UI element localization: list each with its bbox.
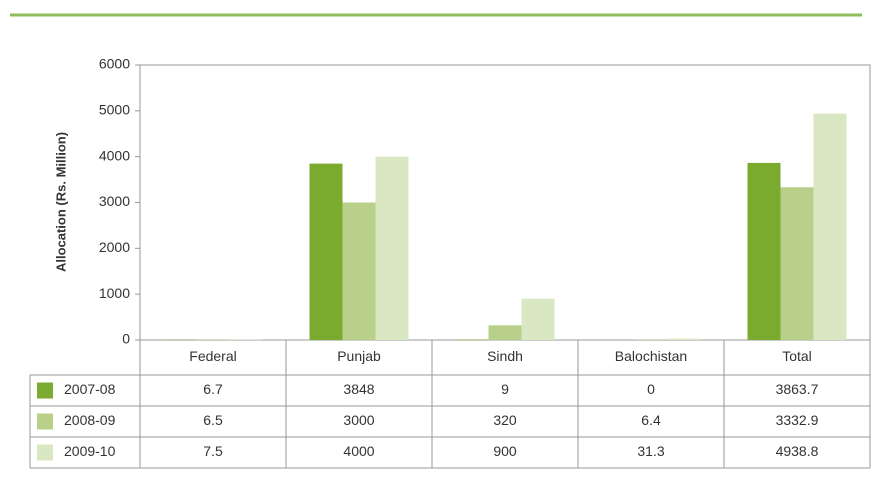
category-label: Punjab	[337, 348, 381, 364]
category-label: Total	[782, 348, 812, 364]
y-tick-label: 0	[122, 331, 130, 347]
table-value: 7.5	[203, 443, 223, 459]
table-value: 6.7	[203, 381, 223, 397]
y-tick-label: 4000	[99, 147, 130, 163]
bar	[813, 113, 847, 340]
table-value: 900	[493, 443, 517, 459]
legend-label: 2008-09	[64, 412, 116, 428]
category-label: Federal	[189, 348, 236, 364]
legend-swatch	[37, 413, 53, 430]
table-value: 3332.9	[776, 412, 819, 428]
y-axis-label: Allocation (Rs. Million)	[53, 132, 68, 272]
table-value: 3863.7	[776, 381, 819, 397]
table-value: 320	[493, 412, 517, 428]
bar	[521, 298, 555, 340]
table-value: 4000	[343, 443, 374, 459]
legend-swatch	[37, 382, 53, 399]
y-tick-label: 3000	[99, 193, 130, 209]
legend-swatch	[37, 444, 53, 461]
bar	[667, 338, 701, 340]
table-value: 9	[501, 381, 509, 397]
y-tick-label: 5000	[99, 102, 130, 118]
table-value: 4938.8	[776, 443, 819, 459]
bar	[375, 156, 409, 340]
table-value: 0	[647, 381, 655, 397]
bar	[309, 163, 343, 340]
legend-label: 2009-10	[64, 443, 116, 459]
category-label: Balochistan	[615, 348, 687, 364]
y-tick-label: 1000	[99, 285, 130, 301]
bar	[747, 162, 781, 340]
bar	[488, 325, 522, 340]
table-value: 6.5	[203, 412, 223, 428]
table-value: 6.4	[641, 412, 661, 428]
table-value: 3000	[343, 412, 374, 428]
category-label: Sindh	[487, 348, 523, 364]
y-tick-label: 6000	[99, 56, 130, 72]
bar	[780, 187, 814, 340]
bar	[342, 202, 376, 340]
y-tick-label: 2000	[99, 239, 130, 255]
legend-label: 2007-08	[64, 381, 116, 397]
table-value: 31.3	[637, 443, 664, 459]
table-value: 3848	[343, 381, 374, 397]
